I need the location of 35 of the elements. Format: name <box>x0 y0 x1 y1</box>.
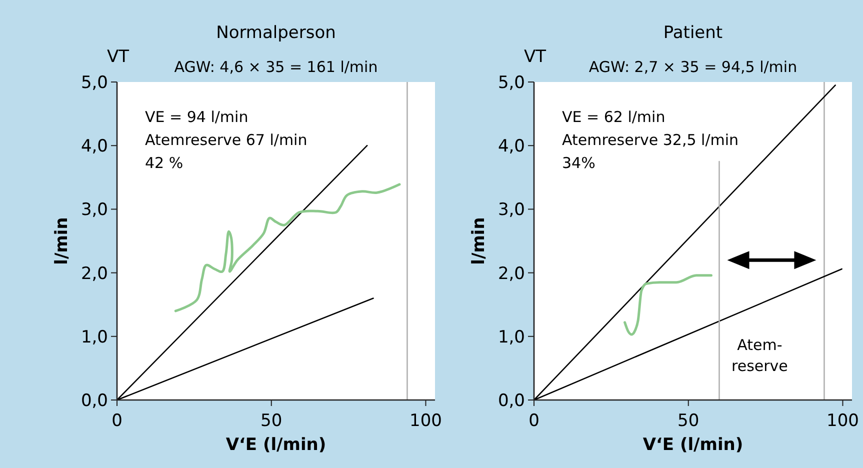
annotation: VE = 94 l/min <box>145 108 248 126</box>
annotation: Atemreserve 67 l/min <box>145 131 308 149</box>
x-tick-label: 100 <box>826 411 859 431</box>
y-tick-label: 3,0 <box>498 200 525 220</box>
y-tick-label: 1,0 <box>80 327 108 348</box>
x-tick-label: 0 <box>528 411 540 431</box>
y-tick-label: 3,0 <box>80 200 108 220</box>
y-tick-label: 0,0 <box>498 391 525 411</box>
y-tick-label: 1,0 <box>498 327 525 348</box>
x-axis-title: V‘E (l/min) <box>226 435 326 455</box>
annotation: VE = 62 l/min <box>562 108 666 126</box>
y-tick-label: 2,0 <box>498 264 525 284</box>
y-tick-label: 2,0 <box>80 264 108 284</box>
x-tick-label: 0 <box>112 411 122 431</box>
y-tick-label: 5,0 <box>498 73 525 93</box>
chart-subtitle: AGW: 2,7 × 35 = 94,5 l/min <box>588 58 798 76</box>
y-tick-label: 4,0 <box>498 136 525 157</box>
annotation: Atemreserve 32,5 l/min <box>562 131 739 149</box>
x-axis-title: V‘E (l/min) <box>642 435 744 455</box>
x-tick-label: 50 <box>260 411 282 431</box>
annotation: Atem- reserve <box>732 336 788 376</box>
y-axis-title: l/min <box>469 217 489 265</box>
chart-title: Patient <box>663 23 723 43</box>
annotation: 34% <box>562 154 596 172</box>
chart-subtitle: AGW: 4,6 × 35 = 161 l/min <box>174 58 378 76</box>
chart-title: Normalperson <box>216 23 336 43</box>
text: VT <box>524 47 547 67</box>
y-tick-label: 0,0 <box>80 391 108 411</box>
annotation: 42 % <box>145 154 184 172</box>
x-tick-label: 50 <box>678 411 700 431</box>
x-tick-label: 100 <box>410 411 442 431</box>
text: VT <box>107 47 130 67</box>
y-axis-title: l/min <box>52 217 72 265</box>
y-tick-label: 5,0 <box>80 73 108 93</box>
y-tick-label: 4,0 <box>80 136 108 157</box>
